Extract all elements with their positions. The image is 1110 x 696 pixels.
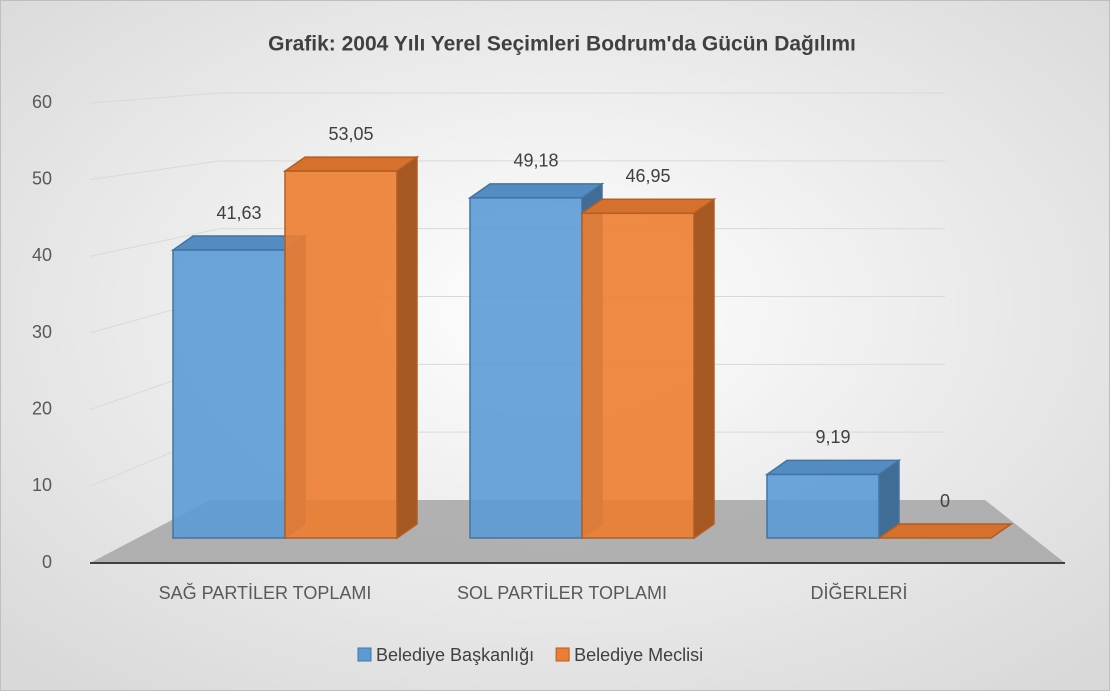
y-tick-label: 10 bbox=[32, 475, 52, 495]
legend-label: Belediye Başkanlığı bbox=[376, 645, 534, 665]
bar-top bbox=[467, 183, 605, 199]
bar bbox=[766, 473, 880, 539]
bar-top bbox=[579, 198, 717, 215]
grid-line bbox=[89, 92, 945, 104]
legend-swatch bbox=[555, 647, 570, 662]
x-tick-label: SOL PARTİLER TOPLAMI bbox=[457, 583, 667, 603]
y-tick-label: 20 bbox=[32, 398, 52, 418]
y-tick-label: 30 bbox=[32, 322, 52, 342]
y-tick-label: 40 bbox=[32, 245, 52, 265]
bar-top bbox=[876, 523, 1014, 539]
bar-side bbox=[693, 197, 715, 540]
data-label: 41,63 bbox=[216, 203, 261, 223]
data-label: 46,95 bbox=[625, 166, 670, 186]
bar-top bbox=[282, 156, 420, 172]
data-label: 0 bbox=[940, 491, 950, 511]
bar bbox=[284, 170, 398, 539]
grid-line bbox=[89, 160, 945, 181]
data-label: 53,05 bbox=[328, 124, 373, 144]
x-tick-label: SAĞ PARTİLER TOPLAMI bbox=[159, 582, 372, 603]
chart-title: Grafik: 2004 Yılı Yerel Seçimleri Bodrum… bbox=[268, 33, 856, 56]
bar-top bbox=[764, 459, 902, 476]
y-tick-label: 0 bbox=[42, 552, 52, 572]
legend-label: Belediye Meclisi bbox=[574, 645, 703, 665]
data-label: 49,18 bbox=[513, 151, 558, 171]
x-tick-label: DİĞERLERİ bbox=[810, 582, 907, 603]
bar bbox=[581, 212, 695, 539]
bar bbox=[172, 249, 286, 539]
y-tick-label: 50 bbox=[32, 168, 52, 188]
y-tick-label: 60 bbox=[32, 92, 52, 112]
bar-side bbox=[396, 155, 418, 540]
data-label: 9,19 bbox=[815, 427, 850, 447]
bar bbox=[469, 197, 583, 539]
legend-swatch bbox=[357, 647, 372, 662]
